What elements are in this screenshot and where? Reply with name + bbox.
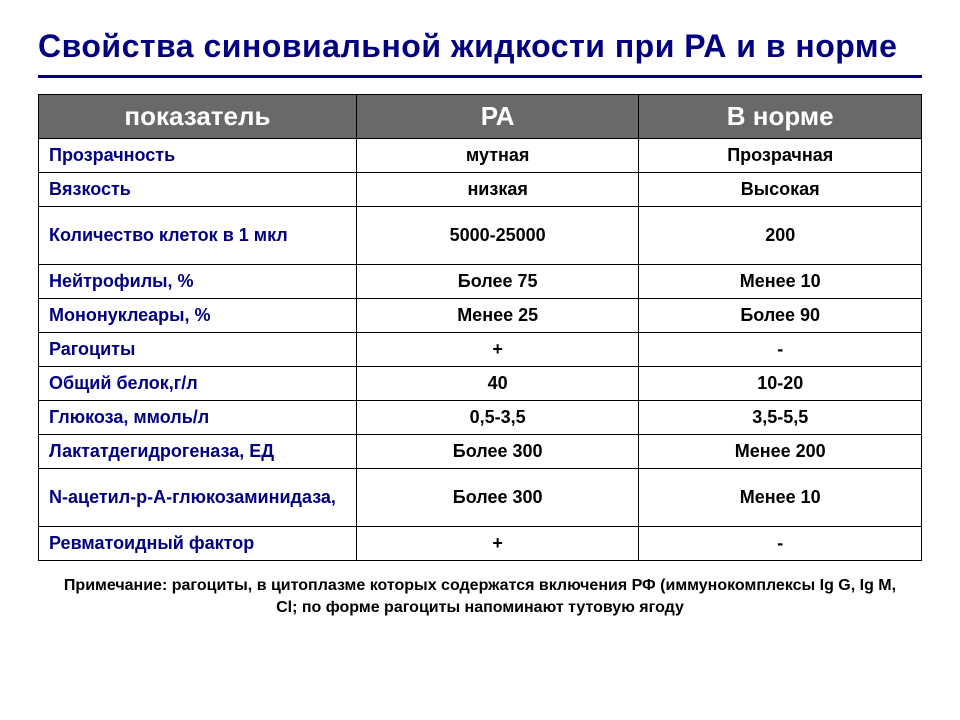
norm-cell: Менее 10 xyxy=(639,265,922,299)
table-row: Рагоциты+- xyxy=(39,333,922,367)
table-row: ВязкостьнизкаяВысокая xyxy=(39,173,922,207)
norm-cell: Более 90 xyxy=(639,299,922,333)
page-title: Свойства синовиальной жидкости при РА и … xyxy=(38,28,922,65)
table-body: ПрозрачностьмутнаяПрозрачнаяВязкостьнизк… xyxy=(39,139,922,561)
title-divider xyxy=(38,75,922,78)
norm-cell: Менее 10 xyxy=(639,469,922,527)
table-header-row: показатель РА В норме xyxy=(39,95,922,139)
table-row: Общий белок,г/л4010-20 xyxy=(39,367,922,401)
ra-cell: 5000-25000 xyxy=(356,207,639,265)
param-cell: N-ацетил-р-А-глюкозаминидаза, xyxy=(39,469,357,527)
ra-cell: + xyxy=(356,527,639,561)
ra-cell: Более 300 xyxy=(356,469,639,527)
param-cell: Количество клеток в 1 мкл xyxy=(39,207,357,265)
table-row: N-ацетил-р-А-глюкозаминидаза,Более 300Ме… xyxy=(39,469,922,527)
norm-cell: 10-20 xyxy=(639,367,922,401)
col-header-parameter: показатель xyxy=(39,95,357,139)
ra-cell: Более 300 xyxy=(356,435,639,469)
ra-cell: 0,5-3,5 xyxy=(356,401,639,435)
ra-cell: 40 xyxy=(356,367,639,401)
norm-cell: Прозрачная xyxy=(639,139,922,173)
norm-cell: Высокая xyxy=(639,173,922,207)
col-header-ra: РА xyxy=(356,95,639,139)
param-cell: Рагоциты xyxy=(39,333,357,367)
table-row: Лактатдегидрогеназа, ЕДБолее 300Менее 20… xyxy=(39,435,922,469)
param-cell: Лактатдегидрогеназа, ЕД xyxy=(39,435,357,469)
table-row: Количество клеток в 1 мкл5000-25000200 xyxy=(39,207,922,265)
ra-cell: Более 75 xyxy=(356,265,639,299)
param-cell: Вязкость xyxy=(39,173,357,207)
col-header-norm: В норме xyxy=(639,95,922,139)
param-cell: Прозрачность xyxy=(39,139,357,173)
norm-cell: 3,5-5,5 xyxy=(639,401,922,435)
norm-cell: 200 xyxy=(639,207,922,265)
norm-cell: - xyxy=(639,333,922,367)
ra-cell: мутная xyxy=(356,139,639,173)
table-row: Мононуклеары, %Менее 25Более 90 xyxy=(39,299,922,333)
norm-cell: - xyxy=(639,527,922,561)
param-cell: Нейтрофилы, % xyxy=(39,265,357,299)
norm-cell: Менее 200 xyxy=(639,435,922,469)
param-cell: Ревматоидный фактор xyxy=(39,527,357,561)
table-row: Ревматоидный фактор+- xyxy=(39,527,922,561)
table-row: ПрозрачностьмутнаяПрозрачная xyxy=(39,139,922,173)
param-cell: Мононуклеары, % xyxy=(39,299,357,333)
synovial-fluid-table: показатель РА В норме Прозрачностьмутная… xyxy=(38,94,922,561)
table-row: Нейтрофилы, %Более 75Менее 10 xyxy=(39,265,922,299)
ra-cell: + xyxy=(356,333,639,367)
param-cell: Общий белок,г/л xyxy=(39,367,357,401)
ra-cell: низкая xyxy=(356,173,639,207)
footnote: Примечание: рагоциты, в цитоплазме котор… xyxy=(38,575,922,618)
ra-cell: Менее 25 xyxy=(356,299,639,333)
table-row: Глюкоза, ммоль/л0,5-3,53,5-5,5 xyxy=(39,401,922,435)
param-cell: Глюкоза, ммоль/л xyxy=(39,401,357,435)
